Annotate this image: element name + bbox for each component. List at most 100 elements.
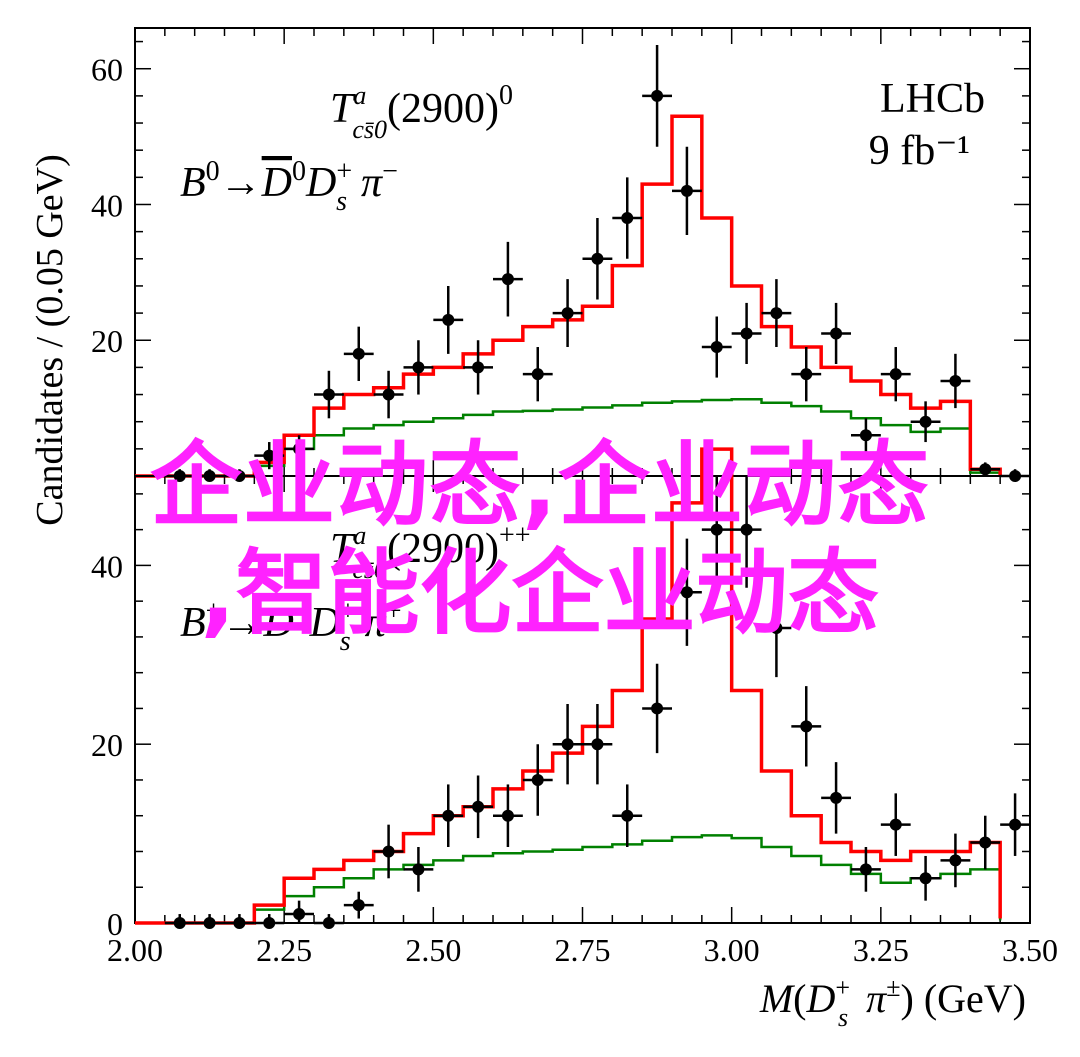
x-tick-label: 2.00 [107, 932, 163, 968]
data-point-marker [501, 809, 514, 822]
y-tick-label: 60 [91, 52, 123, 88]
data-point [463, 775, 493, 839]
data-point-marker [830, 791, 843, 804]
y-tick-label: 20 [91, 323, 123, 359]
total-fit-line-bottom [135, 447, 1002, 925]
bottom-annotation-state: Ta cs̄0(2900)++ [330, 520, 531, 584]
bottom-panel: 0 20 40 2.00 2.25 2.50 2.75 3.00 3.25 3.50 [91, 447, 1058, 968]
data-point [761, 279, 792, 348]
x-axis-label: M(D+ s π±) (GeV) [759, 973, 1026, 1032]
bottom-annotation-decay: B+→D−D+ s π+ [180, 596, 401, 657]
background-fit-line-bottom [135, 834, 1002, 925]
data-point-marker [442, 313, 455, 326]
data-point [910, 401, 941, 443]
experiment-label: LHCb [880, 76, 985, 122]
data-point-marker [680, 184, 693, 197]
data-point-marker [710, 523, 723, 536]
data-point-marker [680, 586, 693, 599]
data-point [522, 347, 553, 402]
data-point-marker [442, 809, 455, 822]
data-point-marker [382, 845, 395, 858]
x-tick-label: 2.75 [555, 932, 611, 968]
data-point [821, 302, 851, 364]
x-tick-label: 3.50 [1002, 932, 1058, 968]
data-point-marker [501, 273, 514, 286]
data-point-marker [322, 917, 335, 929]
data-point-marker [621, 212, 634, 225]
y-tick-label: 20 [91, 727, 123, 763]
data-point-marker [949, 854, 962, 867]
data-point-marker [561, 738, 574, 751]
data-point-marker [710, 341, 723, 354]
data-point-marker [770, 621, 783, 634]
data-point-marker [173, 917, 186, 929]
data-point [433, 285, 464, 354]
data-point [314, 370, 344, 419]
data-point-marker [561, 307, 574, 320]
x-tick-label: 3.00 [704, 932, 760, 968]
data-point-marker [740, 523, 753, 536]
total-fit-line-top [135, 114, 1002, 478]
data-point [522, 744, 553, 816]
data-point-marker [472, 800, 485, 813]
data-point [403, 847, 434, 892]
data-point [612, 177, 643, 259]
data-point [821, 762, 851, 834]
data-point [314, 914, 344, 929]
data-point-marker [800, 720, 813, 733]
data-point [493, 784, 523, 848]
data-point [612, 784, 643, 848]
data-point [552, 279, 583, 348]
data-point [284, 435, 314, 463]
data-point [493, 241, 523, 317]
data-point [642, 44, 672, 147]
data-point-marker [531, 773, 544, 786]
data-point [731, 476, 762, 588]
data-point [642, 663, 672, 754]
data-point-marker [979, 463, 992, 476]
data-point-marker [889, 818, 902, 831]
data-point [463, 340, 493, 395]
data-point [672, 146, 702, 236]
x-tick-label: 2.25 [256, 932, 312, 968]
data-point [433, 784, 464, 848]
data-point [403, 340, 434, 395]
data-point-marker [531, 368, 544, 381]
data-point [373, 370, 404, 419]
data-point [940, 353, 971, 409]
data-point-marker [322, 388, 335, 401]
data-point [731, 302, 762, 364]
data-point [791, 347, 822, 402]
data-point-marker [651, 702, 664, 715]
data-point [970, 815, 1001, 870]
data-point [880, 347, 911, 402]
x-tick-label: 2.50 [405, 932, 461, 968]
data-point-marker [352, 899, 365, 912]
data-point-marker [621, 809, 634, 822]
x-tick-label: 3.25 [853, 932, 909, 968]
data-point [254, 914, 285, 929]
data-point [880, 793, 911, 856]
data-point-marker [263, 449, 276, 462]
data-point [582, 703, 613, 785]
data-point-marker [1009, 818, 1022, 831]
data-point-marker [919, 415, 932, 428]
data-point-marker [949, 374, 962, 387]
data-point-marker [263, 917, 276, 929]
data-point [284, 900, 314, 923]
data-point-marker [859, 429, 872, 442]
background-fit-line-top [135, 398, 1002, 478]
data-point-marker [740, 327, 753, 340]
data-point-marker [352, 347, 365, 360]
data-point-marker [651, 89, 664, 102]
data-point [194, 914, 225, 929]
data-point-marker [412, 863, 425, 876]
data-point-marker [919, 872, 932, 885]
data-point [343, 326, 374, 381]
data-point-marker [889, 368, 902, 381]
data-point-marker [591, 738, 604, 751]
data-point-marker [800, 368, 813, 381]
data-point-marker [203, 917, 216, 929]
